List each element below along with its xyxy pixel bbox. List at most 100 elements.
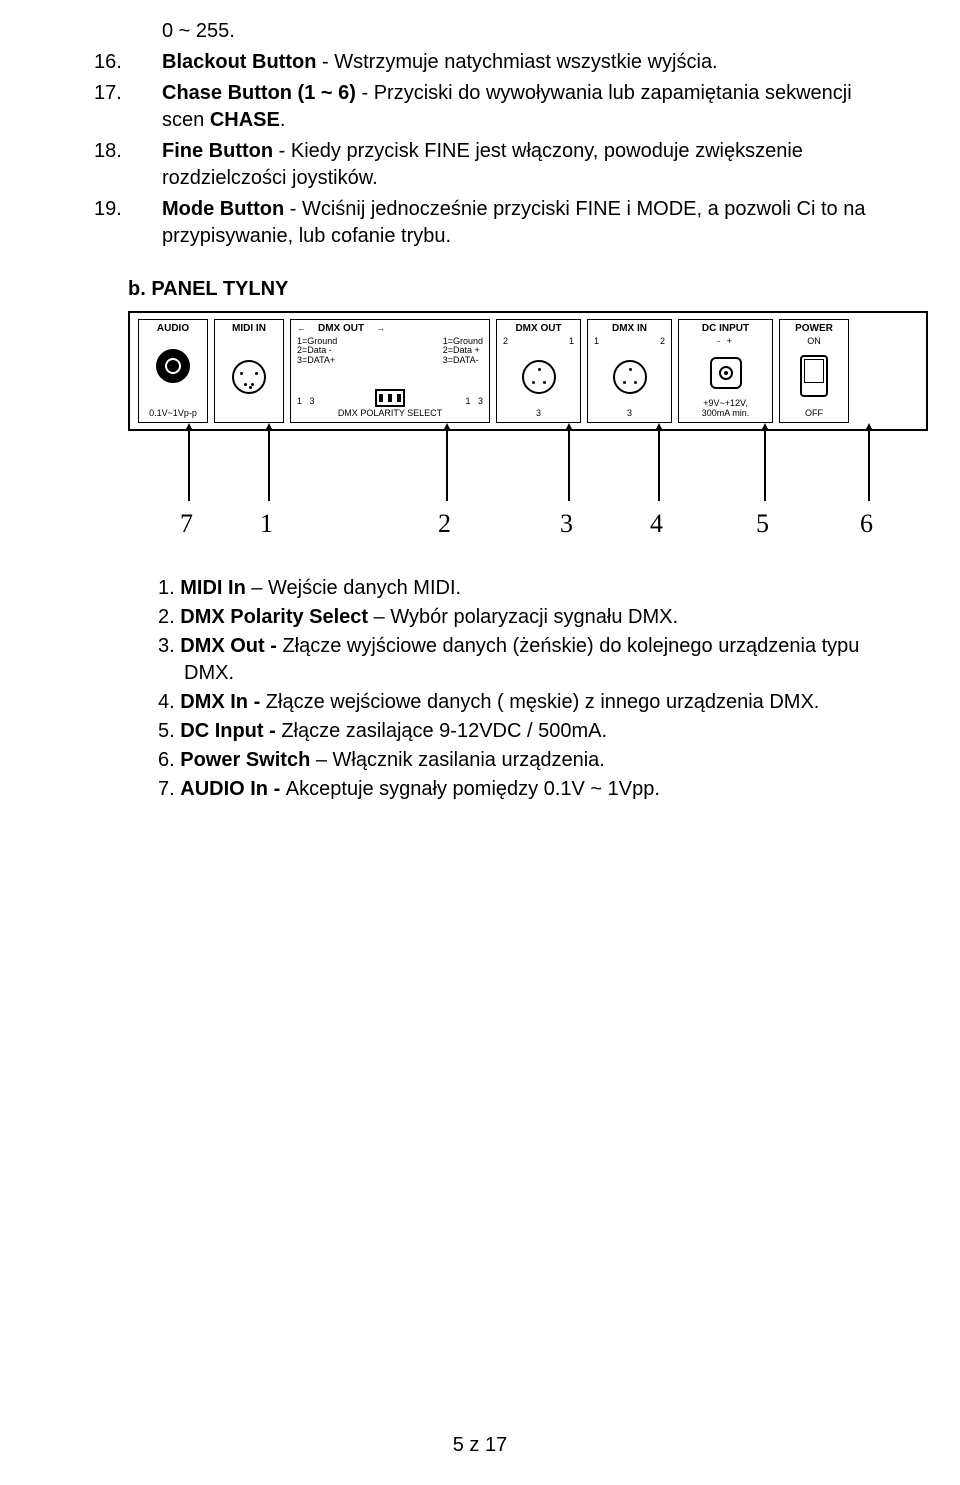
item-num: 6. (158, 749, 180, 771)
item-bold: AUDIO In - (180, 778, 286, 800)
xlr-nums: 21 (503, 337, 574, 346)
item-bold: Mode Button (162, 198, 284, 220)
item-num: 5. (158, 720, 180, 742)
lead-number: 6 (860, 509, 873, 539)
dc-b2: 300mA min. (702, 409, 750, 418)
item-bold: MIDI In (180, 577, 246, 599)
lead-line (446, 431, 448, 501)
dmxin-title: DMX IN (612, 324, 647, 335)
bottom-item: 1. MIDI In – Wejście danych MIDI. (158, 575, 880, 602)
item-bold: Power Switch (180, 749, 310, 771)
lead-number: 1 (260, 509, 273, 539)
range-line: 0 ~ 255. (128, 18, 880, 45)
item-num: 2. (158, 606, 180, 628)
item-bold: DC Input - (180, 720, 281, 742)
top-item-16: 16.Blackout Button - Wstrzymuje natychmi… (128, 49, 880, 76)
item-dash: - (316, 51, 334, 73)
dc-title: DC INPUT (702, 324, 749, 335)
item-num: 18. (128, 138, 162, 165)
lead-line (868, 431, 870, 501)
item-rest: Złącze wyjściowe danych (żeńskie) do kol… (184, 635, 859, 684)
lead-line (188, 431, 190, 501)
item-num: 16. (128, 49, 162, 76)
dmxout-title: DMX OUT (515, 324, 561, 335)
lead-line (568, 431, 570, 501)
item-rest: Wstrzymuje natychmiast wszystkie wyjścia… (334, 51, 717, 73)
range-text: 0 ~ 255. (162, 20, 235, 42)
item-bold: Fine Button (162, 140, 273, 162)
dc-polarity: - + (717, 337, 734, 346)
dmxp-bottom: DMX POLARITY SELECT (338, 409, 442, 418)
item-rest: – Włącznik zasilania urządzenia. (310, 749, 605, 771)
top-item-18: 18.Fine Button - Kiedy przycisk FINE jes… (128, 138, 880, 192)
dmxp-title: DMX OUT (318, 324, 364, 335)
bottom-item: 5. DC Input - Złącze zasilające 9-12VDC … (158, 718, 880, 745)
item-bold: Blackout Button (162, 51, 316, 73)
lead-line (268, 431, 270, 501)
item-bold: DMX In - (180, 691, 266, 713)
dmxout-group: DMX OUT 21 3 (496, 319, 581, 423)
bottom-item: 6. Power Switch – Włącznik zasilania urz… (158, 747, 880, 774)
pin-nums-right: 1 3 (465, 397, 483, 406)
xlr-nums2: 12 (594, 337, 665, 346)
power-title: POWER (795, 324, 833, 335)
item-rest: – Wybór polaryzacji sygnału DMX. (368, 606, 678, 628)
dmxin-group: DMX IN 12 3 (587, 319, 672, 423)
item-bold: Chase Button (1 ~ 6) (162, 82, 356, 104)
bottom-item: 4. DMX In - Złącze wejściowe danych ( mę… (158, 689, 880, 716)
xlr-3b: 3 (627, 409, 632, 418)
item-bold: DMX Polarity Select (180, 606, 368, 628)
item-rest: – Wejście danych MIDI. (246, 577, 461, 599)
item-dash: - (356, 82, 374, 104)
lead-number: 2 (438, 509, 451, 539)
lead-number: 7 (180, 509, 193, 539)
page-footer: 5 z 17 (0, 1434, 960, 1457)
item-dash: - (273, 140, 291, 162)
lead-number: 4 (650, 509, 663, 539)
dmx-polarity-group: ← DMX OUT → 1=Ground 2=Data - 3=DATA+ 1=… (290, 319, 490, 423)
rear-panel-diagram: AUDIO 0.1V~1Vp-p MIDI IN ← DMX OUT → (128, 311, 928, 561)
item-dash: - (284, 198, 302, 220)
lead-number: 5 (756, 509, 769, 539)
bottom-item: 3. DMX Out - Złącze wyjściowe danych (że… (158, 633, 880, 687)
midi-din-icon (232, 360, 266, 394)
power-switch-icon (800, 355, 828, 397)
audio-title: AUDIO (157, 324, 189, 335)
dip-switch-icon (375, 389, 405, 407)
xlr-3: 3 (536, 409, 541, 418)
top-item-19: 19.Mode Button - Wciśnij jednocześnie pr… (128, 196, 880, 250)
item-num: 4. (158, 691, 180, 713)
midi-group: MIDI IN (214, 319, 284, 423)
item-period: . (280, 109, 286, 131)
bottom-item: 7. AUDIO In - Akceptuje sygnały pomiędzy… (158, 776, 880, 803)
item-num: 7. (158, 778, 180, 800)
power-on: ON (807, 337, 821, 346)
top-item-17: 17.Chase Button (1 ~ 6) - Przyciski do w… (128, 80, 880, 134)
item-bold-tail: CHASE (210, 109, 280, 131)
dmxp-left-pins: 1=Ground 2=Data - 3=DATA+ (297, 337, 337, 385)
lead-number: 3 (560, 509, 573, 539)
bottom-list: 1. MIDI In – Wejście danych MIDI.2. DMX … (80, 575, 880, 803)
pin-nums-left: 1 3 (297, 397, 315, 406)
dmxp-right-pins: 1=Ground 2=Data + 3=DATA- (443, 337, 483, 385)
audio-group: AUDIO 0.1V~1Vp-p (138, 319, 208, 423)
dc-group: DC INPUT - + +9V~+12V, 300mA min. (678, 319, 773, 423)
item-rest: Złącze wejściowe danych ( męskie) z inne… (266, 691, 820, 713)
top-list: 0 ~ 255. 16.Blackout Button - Wstrzymuje… (80, 18, 880, 250)
section-b-title: b. PANEL TYLNY (128, 278, 880, 301)
power-group: POWER ON OFF (779, 319, 849, 423)
bottom-item: 2. DMX Polarity Select – Wybór polaryzac… (158, 604, 880, 631)
lead-line (764, 431, 766, 501)
dc-jack-icon (710, 357, 742, 389)
audio-jack-icon (156, 349, 190, 383)
midi-title: MIDI IN (232, 324, 266, 335)
power-off: OFF (805, 409, 823, 418)
item-rest: Akceptuje sygnały pomiędzy 0.1V ~ 1Vpp. (286, 778, 660, 800)
item-bold: DMX Out - (180, 635, 282, 657)
audio-bottom: 0.1V~1Vp-p (149, 409, 197, 418)
xlr-in-icon (613, 360, 647, 394)
item-num: 17. (128, 80, 162, 107)
item-rest: Złącze zasilające 9-12VDC / 500mA. (281, 720, 607, 742)
panel-outline: AUDIO 0.1V~1Vp-p MIDI IN ← DMX OUT → (128, 311, 928, 431)
lead-lines: 7 1 2 3 4 5 6 (128, 431, 928, 561)
